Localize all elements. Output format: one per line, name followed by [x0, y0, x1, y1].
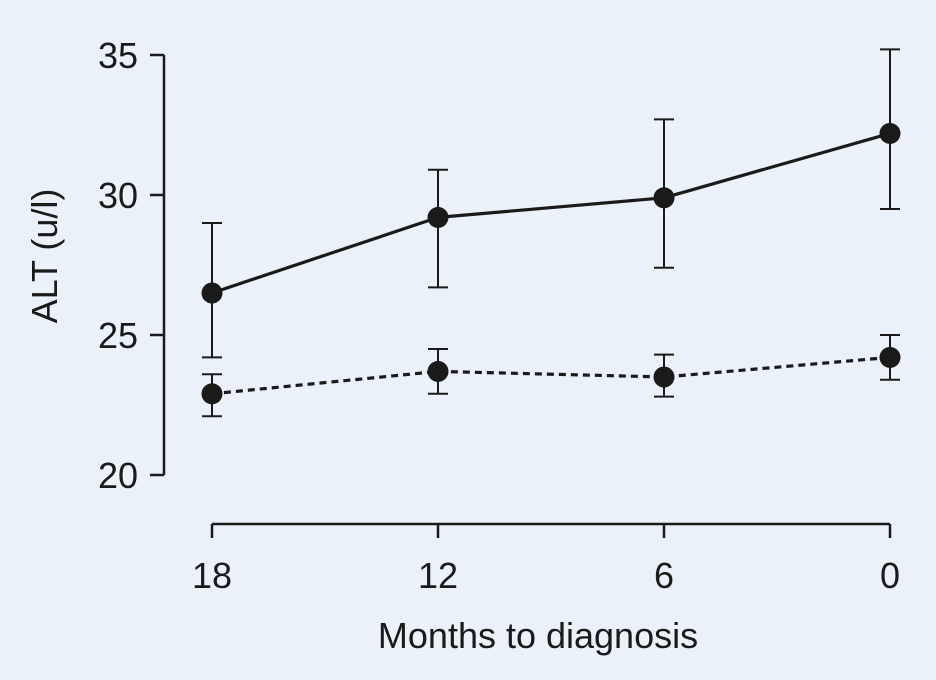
series-2: [201, 334, 901, 418]
series-line: [211, 131, 891, 295]
x-tick-label: 0: [880, 555, 900, 596]
y-tick-label: 20: [98, 455, 138, 496]
x-tick-label: 12: [418, 555, 458, 596]
series-layer: [201, 48, 901, 418]
series-line: [211, 355, 891, 396]
x-axis-label: Months to diagnosis: [378, 615, 698, 656]
x-tick-label: 18: [192, 555, 232, 596]
data-point: [653, 187, 675, 209]
y-axis-label: ALT (u/l): [24, 189, 65, 324]
data-point: [427, 206, 449, 228]
data-point: [653, 366, 675, 388]
data-point: [879, 122, 901, 144]
data-point: [201, 282, 223, 304]
data-point: [879, 346, 901, 368]
y-axis: 20 25 30 35: [98, 35, 166, 496]
series-1: [201, 48, 901, 359]
data-point: [427, 360, 449, 382]
y-tick-label: 35: [98, 35, 138, 76]
data-point: [201, 383, 223, 405]
y-tick-label: 30: [98, 175, 138, 216]
x-tick-label: 6: [654, 555, 674, 596]
y-tick-label: 25: [98, 315, 138, 356]
x-axis: 18 12 6 0: [192, 522, 900, 596]
